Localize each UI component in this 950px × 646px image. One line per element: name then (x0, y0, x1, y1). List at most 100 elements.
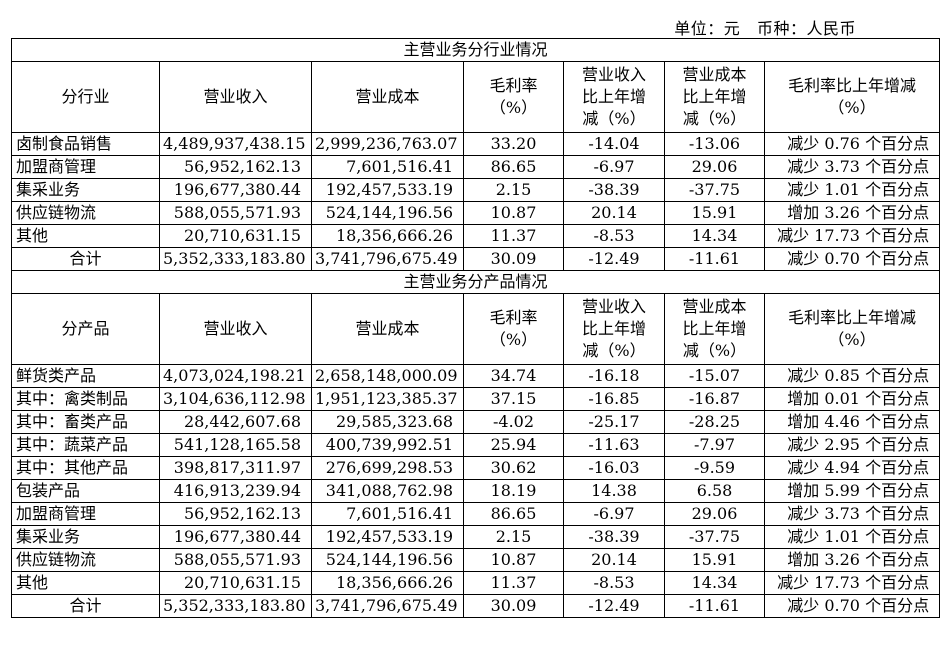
unit-currency-note: 单位：元 币种：人民币 (674, 19, 856, 38)
cell-gross-margin: -4.02 (463, 410, 564, 434)
total-revenue: 5,352,333,183.80 (159, 594, 312, 618)
cell-gross-margin: 34.74 (463, 364, 564, 388)
cell-cost: 2,999,236,763.07 (311, 132, 464, 156)
cell-margin-change: 增加 3.26 个百分点 (763, 201, 941, 225)
column-header-cost: 营业成本 (311, 293, 464, 365)
cell-margin-change: 增加 4.46 个百分点 (763, 410, 941, 434)
cell-revenue: 588,055,571.93 (159, 548, 312, 572)
cell-category: 供应链物流 (11, 201, 160, 225)
cell-revenue: 588,055,571.93 (159, 201, 312, 225)
column-header-gross-margin: 毛利率（%） (463, 293, 564, 365)
cell-cost-change: 6.58 (664, 479, 765, 503)
cell-cost-change: -7.97 (664, 433, 765, 457)
total-gross-margin: 30.09 (463, 247, 564, 271)
cell-revenue: 28,442,607.68 (159, 410, 312, 434)
industry-total-row: 合计 5,352,333,183.80 3,741,796,675.49 30.09-… (11, 247, 941, 271)
cell-cost: 29,585,323.68 (311, 410, 464, 434)
table-row: 鲜货类产品 4,073,024,198.21 2,658,148,000.09 34.… (11, 364, 941, 388)
cell-cost: 276,699,298.53 (311, 456, 464, 480)
cell-revenue-change: -11.63 (563, 433, 665, 457)
total-margin-change: 减少 0.70 个百分点 (763, 594, 941, 618)
cell-cost: 18,356,666.26 (311, 224, 464, 248)
table-row: 加盟商管理 56,952,162.13 7,601,516.41 86.65 -6.97… (11, 155, 941, 179)
section-title: 主营业务分产品情况 (10, 270, 941, 294)
cell-cost: 341,088,762.98 (311, 479, 464, 503)
cell-revenue: 3,104,636,112.98 (159, 387, 312, 411)
total-cost: 3,741,796,675.49 (311, 594, 464, 618)
column-header-cost-change: 营业成本比上年增减（%） (664, 293, 765, 365)
total-category: 合计 (11, 247, 160, 271)
cell-category: 集采业务 (11, 178, 160, 202)
cell-revenue-change: 20.14 (563, 201, 665, 225)
cell-gross-margin: 11.37 (463, 224, 564, 248)
cell-category: 加盟商管理 (11, 155, 160, 179)
table-row: 包装产品 416,913,239.94 341,088,762.98 18.19 14.… (11, 479, 941, 503)
cell-revenue-change: -16.03 (563, 456, 665, 480)
column-header-revenue: 营业收入 (159, 293, 312, 365)
table-row: 其中：畜类产品 28,442,607.68 29,585,323.68 -4.02 -2… (11, 410, 941, 434)
cell-cost: 192,457,533.19 (311, 178, 464, 202)
table-row: 加盟商管理 56,952,162.13 7,601,516.41 86.65 -6.97… (11, 502, 941, 526)
cell-category: 其中：蔬菜产品 (11, 433, 160, 457)
cell-cost-change: 14.34 (664, 224, 765, 248)
cell-revenue-change: -16.85 (563, 387, 665, 411)
table-row: 供应链物流 588,055,571.93 524,144,196.56 10.87 20… (11, 548, 941, 572)
column-header-revenue-change: 营业收入比上年增减（%） (563, 61, 665, 133)
cell-cost-change: -9.59 (664, 456, 765, 480)
cell-revenue-change: 14.38 (563, 479, 665, 503)
cell-margin-change: 减少 17.73 个百分点 (763, 224, 941, 248)
cell-margin-change: 减少 0.85 个百分点 (763, 364, 941, 388)
cell-cost-change: 29.06 (664, 155, 765, 179)
column-header-cost: 营业成本 (311, 61, 464, 133)
cell-gross-margin: 2.15 (463, 178, 564, 202)
cell-margin-change: 减少 3.73 个百分点 (763, 155, 941, 179)
cell-gross-margin: 11.37 (463, 571, 564, 595)
section-title: 主营业务分行业情况 (10, 38, 941, 62)
product-total-row: 合计 5,352,333,183.80 3,741,796,675.49 30.09-… (11, 594, 941, 618)
column-header-revenue-change: 营业收入比上年增减（%） (563, 293, 665, 365)
cell-gross-margin: 2.15 (463, 525, 564, 549)
cell-cost-change: 29.06 (664, 502, 765, 526)
total-gross-margin: 30.09 (463, 594, 564, 618)
column-header-margin-change: 毛利率比上年增减（%） (763, 293, 941, 365)
cell-category: 供应链物流 (11, 548, 160, 572)
industry-section-title-row: 主营业务分行业情况 (10, 38, 941, 62)
cell-revenue: 398,817,311.97 (159, 456, 312, 480)
main-business-table: 主营业务分行业情况 分行业 营业收入 营业成本 毛利率（%） 营业收入比上年增减（%） 营业… (10, 38, 941, 618)
table-row: 集采业务 196,677,380.44 192,457,533.19 2.15 -38.… (11, 525, 941, 549)
cell-cost: 2,658,148,000.09 (311, 364, 464, 388)
table-body: 主营业务分行业情况 分行业 营业收入 营业成本 毛利率（%） 营业收入比上年增减（%） 营业… (10, 38, 941, 618)
cell-revenue: 4,489,937,438.15 (159, 132, 312, 156)
cell-cost: 524,144,196.56 (311, 548, 464, 572)
column-header-category: 分行业 (11, 61, 160, 133)
total-revenue: 5,352,333,183.80 (159, 247, 312, 271)
column-header-category: 分产品 (11, 293, 160, 365)
cell-cost-change: -37.75 (664, 525, 765, 549)
product-header-row: 分产品 营业收入 营业成本 毛利率（%） 营业收入比上年增减（%） 营业成本比上年增减（%… (11, 293, 941, 365)
cell-cost: 7,601,516.41 (311, 502, 464, 526)
cell-revenue: 416,913,239.94 (159, 479, 312, 503)
table-row: 卤制食品销售 4,489,937,438.15 2,999,236,763.07 33… (11, 132, 941, 156)
cell-gross-margin: 30.62 (463, 456, 564, 480)
cell-margin-change: 减少 0.76 个百分点 (763, 132, 941, 156)
cell-margin-change: 增加 0.01 个百分点 (763, 387, 941, 411)
cell-category: 其中：畜类产品 (11, 410, 160, 434)
cell-revenue-change: -38.39 (563, 178, 665, 202)
table-row: 其他 20,710,631.15 18,356,666.26 11.37 -8.53 14… (11, 224, 941, 248)
cell-category: 集采业务 (11, 525, 160, 549)
cell-revenue-change: -14.04 (563, 132, 665, 156)
cell-revenue: 196,677,380.44 (159, 525, 312, 549)
cell-cost: 524,144,196.56 (311, 201, 464, 225)
cell-gross-margin: 86.65 (463, 155, 564, 179)
cell-cost-change: -28.25 (664, 410, 765, 434)
cell-revenue-change: -16.18 (563, 364, 665, 388)
cell-category: 卤制食品销售 (11, 132, 160, 156)
cell-category: 其他 (11, 224, 160, 248)
cell-cost-change: 15.91 (664, 548, 765, 572)
cell-gross-margin: 33.20 (463, 132, 564, 156)
cell-margin-change: 增加 3.26 个百分点 (763, 548, 941, 572)
cell-margin-change: 减少 17.73 个百分点 (763, 571, 941, 595)
cell-cost-change: -37.75 (664, 178, 765, 202)
table-row: 供应链物流 588,055,571.93 524,144,196.56 10.87 20… (11, 201, 941, 225)
cell-cost-change: -13.06 (664, 132, 765, 156)
